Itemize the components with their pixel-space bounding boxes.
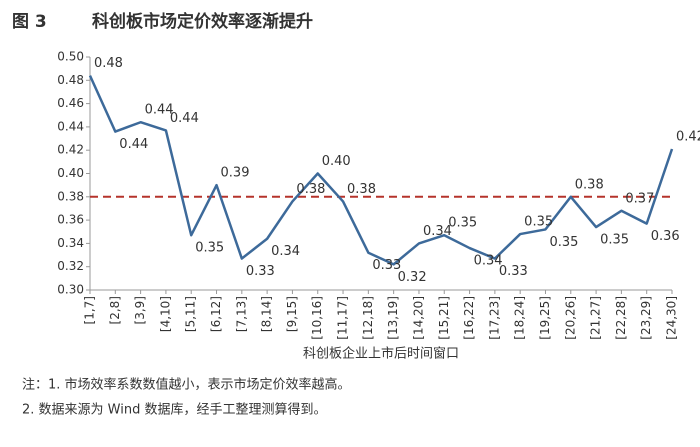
y-tick-label: 0.44 bbox=[57, 119, 84, 133]
x-tick-label: [10,16] bbox=[310, 296, 324, 340]
data-label: 0.44 bbox=[145, 103, 174, 118]
note: 注：1. 市场效率系数数值越小，表示市场定价效率越高。 bbox=[22, 377, 351, 393]
data-label: 0.33 bbox=[499, 264, 528, 279]
x-tick-label: [22,28] bbox=[614, 296, 628, 340]
data-label: 0.38 bbox=[347, 182, 376, 197]
data-label: 0.37 bbox=[625, 191, 654, 206]
figure-label: 图 3 bbox=[12, 12, 47, 32]
data-label: 0.35 bbox=[195, 241, 224, 256]
x-tick-label: [18,24] bbox=[513, 296, 527, 340]
data-label: 0.44 bbox=[119, 137, 148, 152]
x-tick-label: [24,30] bbox=[665, 296, 679, 340]
data-label: 0.38 bbox=[296, 182, 325, 197]
y-tick-label: 0.40 bbox=[57, 166, 84, 180]
x-tick-label: [9,15] bbox=[285, 296, 299, 332]
x-tick-label: [20,26] bbox=[563, 296, 577, 340]
y-tick-label: 0.34 bbox=[57, 236, 84, 250]
x-tick-label: [3,9] bbox=[133, 296, 147, 324]
y-tick-label: 0.32 bbox=[57, 259, 84, 273]
y-tick-label: 0.50 bbox=[57, 50, 84, 64]
data-label: 0.35 bbox=[549, 235, 578, 250]
x-tick-label: [11,17] bbox=[336, 296, 350, 340]
y-tick-label: 0.38 bbox=[57, 189, 84, 203]
x-tick-label: [6,12] bbox=[209, 296, 223, 332]
y-tick-label: 0.36 bbox=[57, 213, 84, 227]
x-tick-label: [16,22] bbox=[462, 296, 476, 340]
data-label: 0.34 bbox=[423, 224, 452, 239]
data-label: 0.35 bbox=[448, 216, 477, 231]
data-label: 0.34 bbox=[271, 244, 300, 259]
x-tick-label: [19,25] bbox=[538, 296, 552, 340]
x-tick-label: [14,20] bbox=[411, 296, 425, 340]
data-label: 0.35 bbox=[524, 215, 553, 230]
data-label: 0.44 bbox=[170, 111, 199, 126]
x-tick-label: [15,21] bbox=[437, 296, 451, 340]
x-tick-label: [7,13] bbox=[234, 296, 248, 332]
data-label: 0.48 bbox=[94, 56, 123, 71]
y-tick-label: 0.48 bbox=[57, 73, 84, 87]
x-tick-label: [12,18] bbox=[361, 296, 375, 340]
y-tick-label: 0.42 bbox=[57, 143, 84, 157]
data-label: 0.33 bbox=[246, 264, 275, 279]
data-label: 0.32 bbox=[398, 270, 427, 285]
x-tick-label: [5,11] bbox=[184, 296, 198, 332]
data-label: 0.39 bbox=[221, 166, 250, 181]
x-axis-label: 科创板企业上市后时间窗口 bbox=[303, 346, 459, 362]
data-label: 0.35 bbox=[600, 233, 629, 248]
x-tick-label: [21,27] bbox=[589, 296, 603, 340]
chart-title: 科创板市场定价效率逐渐提升 bbox=[92, 11, 313, 32]
data-label: 0.36 bbox=[651, 229, 680, 244]
y-tick-label: 0.46 bbox=[57, 96, 84, 110]
note: 2. 数据来源为 Wind 数据库，经手工整理测算得到。 bbox=[22, 402, 326, 418]
line-series bbox=[88, 75, 674, 266]
x-tick-label: [8,14] bbox=[260, 296, 274, 332]
data-label: 0.33 bbox=[372, 258, 401, 273]
data-label: 0.38 bbox=[575, 177, 604, 192]
x-tick-label: [13,19] bbox=[386, 296, 400, 340]
y-tick-label: 0.30 bbox=[57, 283, 84, 297]
data-label: 0.40 bbox=[322, 154, 351, 169]
data-label: 0.34 bbox=[474, 254, 503, 269]
x-tick-label: [1,7] bbox=[83, 296, 97, 324]
x-tick-label: [23,29] bbox=[639, 296, 653, 340]
x-tick-label: [4,10] bbox=[158, 296, 172, 332]
x-tick-label: [2,8] bbox=[108, 296, 122, 324]
data-label: 0.42 bbox=[676, 130, 700, 145]
x-tick-label: [17,23] bbox=[487, 296, 501, 340]
